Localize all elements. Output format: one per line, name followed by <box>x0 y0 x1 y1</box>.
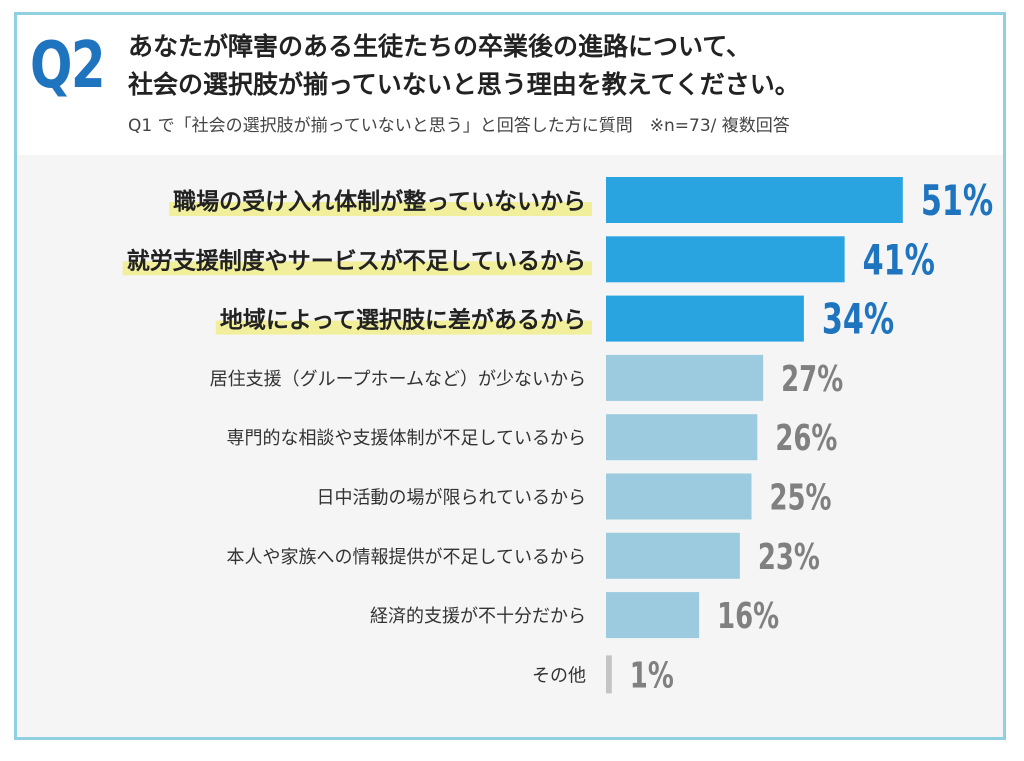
value-label: 51% <box>921 176 993 225</box>
category-label: 就労支援制度やサービスが不足しているから <box>127 247 586 274</box>
value-label: 1% <box>630 655 674 696</box>
bar <box>606 414 758 461</box>
bar <box>606 473 752 520</box>
value-label: 41% <box>863 235 935 284</box>
label-highlight-marker <box>215 320 592 335</box>
bar <box>606 295 804 342</box>
label-highlight-marker <box>169 202 592 216</box>
category-label: 経済的支援が不十分だから <box>370 606 586 627</box>
question-title-line-2: 社会の選択肢が揃っていないと思う理由を教えてください。 <box>128 70 800 99</box>
bar <box>606 532 740 579</box>
value-label: 26% <box>775 418 837 459</box>
category-label: 本人や家族への情報提供が不足しているから <box>227 547 586 568</box>
question-title: あなたが障害のある生徒たちの卒業後の進路について、 社会の選択肢が揃っていないと… <box>128 28 988 104</box>
category-label: 日中活動の場が限られているから <box>317 488 586 509</box>
label-highlight-marker <box>122 261 592 276</box>
value-label: 25% <box>770 477 832 518</box>
bar <box>606 177 903 223</box>
bar <box>606 354 764 401</box>
value-label: 27% <box>781 359 843 400</box>
category-label: その他 <box>532 665 586 686</box>
bar <box>606 236 845 283</box>
category-label: 職場の受け入れ体制が整っていないから <box>173 188 586 215</box>
category-label: 専門的な相談や支援体制が不足しているから <box>227 428 586 449</box>
bar <box>606 592 700 639</box>
value-label: 16% <box>717 596 779 637</box>
bar <box>606 655 612 694</box>
value-label: 34% <box>822 295 894 344</box>
category-label: 地域によって選択肢に差があるから <box>220 307 586 334</box>
question-note: Q1 で「社会の選択肢が揃っていないと思う」と回答した方に質問 ※n=73/ 複… <box>128 116 790 136</box>
value-label: 23% <box>758 537 820 578</box>
question-title-line-1: あなたが障害のある生徒たちの卒業後の進路について、 <box>128 32 752 61</box>
category-label: 居住支援（グループホームなど）が少ないから <box>210 369 586 390</box>
